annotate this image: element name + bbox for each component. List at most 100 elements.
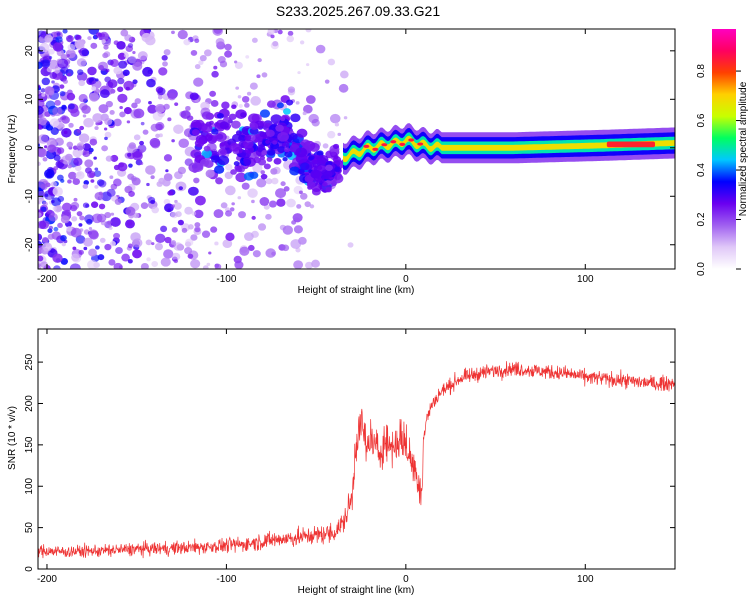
spectrogram-trend-blob <box>235 130 242 136</box>
spectrogram-noise-blob <box>139 140 144 146</box>
spectrogram-noise-blob <box>272 40 279 47</box>
spectrogram-noise-blob <box>164 236 172 244</box>
spectrogram-noise-blob <box>99 237 106 243</box>
spectrogram-noise-blob <box>42 242 53 252</box>
snr-ytick-label: 0 <box>24 566 35 572</box>
spectrogram-noise-blob <box>213 209 224 219</box>
spectrogram-noise-blob <box>117 52 126 61</box>
spectrogram-trend-blob <box>284 150 293 158</box>
spectrogram-noise-blob <box>201 230 211 238</box>
spectrogram-noise-blob <box>250 96 261 106</box>
spectrogram-noise-blob <box>56 174 64 181</box>
spectrogram-noise-blob <box>157 87 166 96</box>
spectrogram-trend-blob <box>194 139 205 148</box>
spectrogram-noise-blob <box>107 79 118 89</box>
spectrogram-noise-blob <box>249 82 258 90</box>
spectrogram-noise-blob <box>79 228 84 232</box>
spectrogram-noise-blob <box>267 29 275 35</box>
spectrogram-peak-spot <box>363 144 370 148</box>
spectrogram-noise-blob <box>93 156 97 160</box>
spectrogram-noise-blob <box>60 53 68 61</box>
spectrogram-noise-blob <box>76 142 85 150</box>
spectrogram-noise-blob <box>52 42 64 52</box>
spectrogram-noise-blob <box>147 69 153 75</box>
spectrogram-noise-blob <box>82 183 89 189</box>
spectrogram-noise-blob <box>89 138 98 146</box>
spectrogram-noise-blob <box>70 227 82 238</box>
spectrogram-noise-blob <box>117 93 128 103</box>
spectrogram-noise-blob <box>128 190 135 197</box>
spectrogram-noise-blob <box>194 226 201 233</box>
spectrogram-trend-blob <box>300 139 311 148</box>
spectrogram-trend-blob <box>290 113 301 123</box>
spectrogram-noise-blob <box>309 204 315 209</box>
spectrogram-noise-blob <box>68 103 75 110</box>
spectrogram-noise-blob <box>208 251 212 255</box>
spectrogram-noise-blob <box>268 200 277 208</box>
spectrogram-noise-blob <box>194 63 201 70</box>
spectrogram-noise-blob <box>53 166 59 171</box>
spectrogram-noise-blob <box>293 225 303 234</box>
spectrogram-noise-blob <box>62 29 68 34</box>
spectrogram-noise-blob <box>329 113 341 124</box>
spectrogram-noise-blob <box>224 43 232 51</box>
spectrogram-noise-blob <box>77 69 84 76</box>
spectrogram-noise-blob <box>293 260 304 269</box>
spectrogram-peak-spot <box>381 143 388 147</box>
spectrogram-noise-blob <box>247 244 255 252</box>
spectrogram-trend-blob <box>230 169 237 175</box>
spectrogram-noise-blob <box>78 249 84 255</box>
spectrogram-noise-blob <box>98 104 109 114</box>
spectrogram-noise-blob <box>300 192 308 200</box>
spectrogram-noise-blob <box>148 100 152 105</box>
spectrogram-noise-blob <box>190 259 201 269</box>
spectrogram-noise-blob <box>60 234 67 242</box>
spectrogram-noise-blob <box>47 144 57 153</box>
spectrogram-noise-blob <box>61 115 67 120</box>
spectrogram-trend-blob <box>240 152 246 158</box>
spectrogram-noise-blob <box>257 58 262 63</box>
spectrogram-trend-blob <box>244 135 252 141</box>
spectrogram-noise-blob <box>127 243 133 249</box>
spectrogram-noise-blob <box>107 220 112 225</box>
spectrogram-noise-blob <box>214 241 219 246</box>
spectrogram-noise-blob <box>231 202 235 206</box>
spectrogram-noise-blob <box>132 61 143 71</box>
spectrogram-noise-blob <box>155 121 165 131</box>
spectrogram-noise-blob <box>108 226 113 230</box>
spectrogram-noise-blob <box>68 171 77 180</box>
spectrogram-trend-blob <box>308 155 315 160</box>
spectrogram-noise-blob <box>151 260 159 268</box>
spectrogram-noise-blob <box>61 202 72 212</box>
spectrogram-noise-blob <box>52 107 63 117</box>
spectrogram-noise-blob <box>324 79 330 84</box>
snr-xtick-label: 0 <box>403 574 409 585</box>
spectrogram-noise-blob <box>150 139 161 149</box>
spectrogram-noise-blob <box>234 61 243 70</box>
spectrogram-noise-blob <box>42 236 49 243</box>
spectrogram-noise-blob <box>90 42 98 49</box>
spectrogram-noise-blob <box>87 66 97 76</box>
spectrogram-noise-blob <box>237 95 242 99</box>
spectrogram-noise-blob <box>171 252 181 261</box>
spectrogram-ytick-label: 10 <box>24 93 35 105</box>
spectrogram-noise-blob <box>53 265 61 269</box>
spectrogram-noise-blob <box>150 199 156 205</box>
spectrogram-noise-blob <box>174 102 179 106</box>
spectrogram-noise-blob <box>60 258 69 265</box>
spectrogram-noise-blob <box>68 122 74 128</box>
spectrogram-noise-blob <box>113 118 122 127</box>
spectrogram-noise-blob <box>41 93 46 97</box>
spectrogram-trend-blob <box>289 166 300 176</box>
spectrogram-noise-blob <box>110 212 115 216</box>
spectrogram-noise-blob <box>67 43 76 51</box>
spectrogram-noise-blob <box>140 262 149 269</box>
spectrogram-noise-blob <box>47 233 55 240</box>
spectrogram-ytick-label: -20 <box>24 237 35 252</box>
spectrogram-noise-blob <box>88 150 93 155</box>
spectrogram-noise-blob <box>55 36 63 43</box>
spectrogram-noise-blob <box>271 177 279 185</box>
spectrogram-noise-blob <box>343 116 348 120</box>
spectrogram-noise-blob <box>338 83 349 93</box>
spectrogram-noise-blob <box>147 104 158 114</box>
